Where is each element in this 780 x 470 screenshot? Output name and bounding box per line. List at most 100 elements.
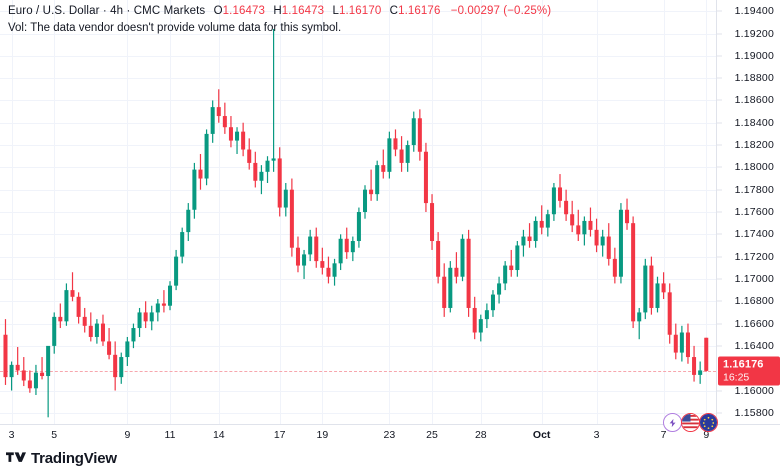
candle-up[interactable] (387, 138, 392, 172)
candle-up[interactable] (302, 254, 307, 266)
candle-up[interactable] (94, 323, 99, 337)
candle-up[interactable] (210, 107, 215, 134)
time-axis[interactable]: 3 5 9 11 14 17 19 23 25 28 Oct 3 7 9 (0, 424, 780, 446)
candle-down[interactable] (228, 127, 233, 141)
candle-down[interactable] (606, 236, 611, 259)
candle-up[interactable] (350, 241, 355, 253)
candle-down[interactable] (430, 203, 435, 242)
candle-up[interactable] (119, 357, 124, 378)
candle-down[interactable] (143, 312, 148, 322)
candle-down[interactable] (216, 107, 221, 117)
candle-up[interactable] (174, 256, 179, 286)
candle-down[interactable] (222, 116, 227, 128)
candle-down[interactable] (161, 303, 166, 306)
candle-down[interactable] (692, 357, 697, 375)
candle-up[interactable] (545, 214, 550, 228)
candle-down[interactable] (3, 334, 8, 378)
candle-down[interactable] (454, 267, 459, 277)
candle-up[interactable] (375, 165, 380, 195)
candle-down[interactable] (326, 267, 331, 277)
candle-down[interactable] (369, 189, 374, 195)
candle-down[interactable] (527, 236, 532, 242)
candle-up[interactable] (308, 236, 313, 255)
candle-down[interactable] (685, 332, 690, 358)
candle-down[interactable] (15, 364, 20, 371)
candle-up[interactable] (149, 312, 154, 322)
candle-down[interactable] (417, 118, 422, 152)
candle-down[interactable] (241, 131, 246, 150)
candle-down[interactable] (625, 209, 630, 224)
candle-up[interactable] (363, 189, 368, 212)
candle-down[interactable] (27, 380, 32, 389)
candle-down[interactable] (381, 165, 386, 172)
candle-up[interactable] (643, 265, 648, 313)
candle-up[interactable] (411, 118, 416, 146)
candle-down[interactable] (509, 265, 514, 271)
candle-up[interactable] (192, 169, 197, 210)
candle-down[interactable] (58, 316, 63, 322)
candle-up[interactable] (332, 263, 337, 277)
candle-down[interactable] (320, 261, 325, 268)
candle-down[interactable] (673, 334, 678, 353)
candle-down[interactable] (247, 149, 252, 163)
candle-up[interactable] (679, 332, 684, 353)
candle-up[interactable] (448, 267, 453, 308)
candle-up[interactable] (125, 341, 130, 358)
candle-down[interactable] (314, 236, 319, 262)
candle-down[interactable] (100, 323, 105, 342)
candle-up[interactable] (484, 310, 489, 320)
candle-up[interactable] (64, 290, 69, 322)
candle-up[interactable] (131, 328, 136, 342)
candle-up[interactable] (503, 265, 508, 284)
lightning-badge[interactable] (663, 413, 682, 432)
candle-down[interactable] (649, 265, 654, 308)
candle-up[interactable] (9, 364, 14, 378)
candle-down[interactable] (631, 223, 636, 322)
candle-up[interactable] (33, 372, 38, 389)
eu-flag-badge[interactable] (699, 413, 718, 432)
candle-down[interactable] (466, 238, 471, 308)
candle-down[interactable] (539, 220, 544, 228)
candle-down[interactable] (113, 354, 118, 378)
candlestick-series[interactable] (0, 0, 716, 424)
candle-up[interactable] (618, 209, 623, 277)
candle-down[interactable] (76, 296, 81, 317)
candle-down[interactable] (564, 200, 569, 215)
candle-up[interactable] (637, 312, 642, 322)
candle-down[interactable] (88, 325, 93, 337)
candle-up[interactable] (137, 312, 142, 329)
candle-up[interactable] (490, 294, 495, 311)
candle-down[interactable] (423, 151, 428, 204)
us-flag-badge[interactable] (681, 413, 700, 432)
candle-up[interactable] (235, 131, 240, 141)
candle-down[interactable] (588, 220, 593, 230)
candle-up[interactable] (515, 245, 520, 271)
candle-up[interactable] (46, 345, 51, 377)
candle-down[interactable] (399, 149, 404, 163)
candle-down[interactable] (576, 225, 581, 235)
candle-down[interactable] (70, 290, 75, 297)
candle-down[interactable] (442, 276, 447, 308)
candle-down[interactable] (40, 372, 45, 377)
candle-up[interactable] (533, 220, 538, 242)
candle-down[interactable] (289, 189, 294, 248)
candle-up[interactable] (186, 209, 191, 233)
candle-down[interactable] (612, 258, 617, 277)
candle-down[interactable] (472, 307, 477, 333)
price-axis[interactable]: 1.19400 1.19200 1.19000 1.18800 1.18600 1.184… (716, 0, 780, 424)
candle-up[interactable] (338, 238, 343, 264)
candle-up[interactable] (521, 236, 526, 246)
candle-up[interactable] (52, 316, 57, 346)
candle-up[interactable] (180, 232, 185, 257)
candle-down[interactable] (393, 138, 398, 150)
candle-up[interactable] (478, 319, 483, 333)
candle-up[interactable] (460, 238, 465, 277)
candle-up[interactable] (356, 212, 361, 242)
tradingview-logo[interactable]: TradingView (6, 450, 117, 467)
candle-up[interactable] (698, 370, 703, 375)
candle-up[interactable] (497, 283, 502, 295)
candle-down[interactable] (704, 337, 709, 371)
candle-down[interactable] (570, 214, 575, 226)
candle-down[interactable] (82, 316, 87, 326)
candle-up[interactable] (405, 145, 410, 163)
